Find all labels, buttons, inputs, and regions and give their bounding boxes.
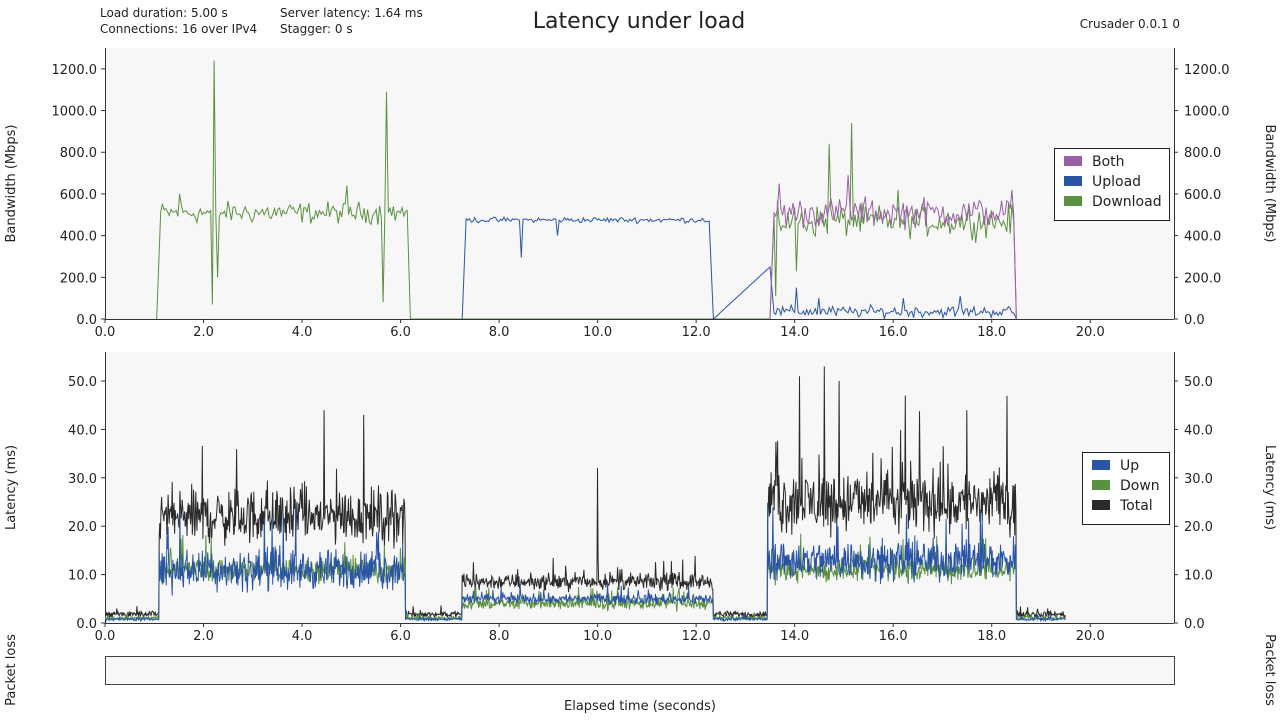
legend-swatch-upload	[1064, 176, 1082, 186]
latency-y-tick-label-left: 50.0	[68, 375, 97, 390]
app-version: Crusader 0.0.1 0	[1080, 17, 1180, 31]
latency-y-tick-label-left: 10.0	[68, 569, 97, 584]
bandwidth-x-tick-label: 6.0	[390, 325, 411, 340]
bandwidth-y-tick-label-right: 600.0	[1184, 188, 1221, 203]
latency-y-tick-label-left: 20.0	[68, 520, 97, 535]
latency-y-tick-label-left: 30.0	[68, 472, 97, 487]
bandwidth-x-tick-label: 14.0	[780, 325, 809, 340]
latency-legend: Up Down Total	[1082, 452, 1170, 525]
bandwidth-series-both	[769, 175, 1017, 319]
packet-loss-plot: Packet loss Packet loss	[4, 634, 1277, 706]
bandwidth-series-download	[156, 60, 1017, 319]
latency-y-tick-label-left: 40.0	[68, 423, 97, 438]
legend-label-total: Total	[1119, 498, 1153, 514]
legend-label-download: Download	[1092, 194, 1162, 210]
stagger: Stagger: 0 s	[280, 22, 353, 36]
latency-plot: 0.0 2.0 4.0 6.0 8.0 10.0 12.0 14.0 16.0 18.0 20.0 0…	[4, 352, 1277, 644]
latency-x-tick-label: 8.0	[489, 629, 510, 644]
bandwidth-x-tick-label: 4.0	[292, 325, 313, 340]
latency-series-total	[105, 366, 1066, 620]
legend-label-up: Up	[1120, 458, 1139, 474]
latency-x-tick-label: 0.0	[95, 629, 116, 644]
latency-y-tick-label-right: 0.0	[1184, 617, 1205, 632]
latency-y-axis-label-left: Latency (ms)	[4, 445, 19, 530]
bandwidth-x-tick-label: 8.0	[489, 325, 510, 340]
packet-loss-area	[105, 656, 1175, 685]
latency-y-tick-label-right: 50.0	[1184, 375, 1213, 390]
bandwidth-y-tick-label-left: 0.0	[76, 313, 97, 328]
bandwidth-plot-area	[105, 48, 1175, 320]
bandwidth-y-tick-label-left: 200.0	[60, 271, 97, 286]
latency-x-tick-label: 4.0	[292, 629, 313, 644]
legend-label-both: Both	[1092, 154, 1125, 170]
bandwidth-x-tick-label: 0.0	[95, 325, 116, 340]
bandwidth-y-axis-label-right: Bandwidth (Mbps)	[1262, 125, 1277, 243]
latency-y-tick-label-left: 0.0	[76, 617, 97, 632]
latency-x-tick-label: 10.0	[583, 629, 612, 644]
bandwidth-y-tick-label-right: 1200.0	[1184, 63, 1230, 78]
bandwidth-y-tick-label-right: 800.0	[1184, 146, 1221, 161]
x-axis-label: Elapsed time (seconds)	[564, 699, 716, 714]
latency-y-tick-label-right: 30.0	[1184, 472, 1213, 487]
bandwidth-y-tick-label-right: 400.0	[1184, 230, 1221, 245]
bandwidth-legend: Both Upload Download	[1054, 148, 1170, 221]
bandwidth-y-tick-label-left: 1200.0	[52, 63, 98, 78]
legend-swatch-total	[1092, 500, 1110, 510]
latency-x-tick-label: 14.0	[780, 629, 809, 644]
bandwidth-x-tick-label: 18.0	[977, 325, 1006, 340]
latency-x-tick-label: 20.0	[1076, 629, 1105, 644]
latency-y-tick-label-right: 40.0	[1184, 423, 1213, 438]
legend-swatch-down	[1092, 480, 1110, 490]
latency-x-tick-label: 6.0	[390, 629, 411, 644]
bandwidth-x-tick-label: 12.0	[682, 325, 711, 340]
bandwidth-x-tick-label: 16.0	[879, 325, 908, 340]
bandwidth-y-tick-label-right: 200.0	[1184, 271, 1221, 286]
bandwidth-y-tick-label-right: 0.0	[1184, 313, 1205, 328]
bandwidth-y-tick-label-left: 400.0	[60, 230, 97, 245]
bandwidth-y-tick-label-left: 1000.0	[52, 105, 98, 120]
latency-series-up	[105, 502, 1066, 623]
load-duration: Load duration: 5.00 s	[100, 6, 228, 20]
latency-y-tick-label-right: 10.0	[1184, 569, 1213, 584]
bandwidth-x-tick-label: 2.0	[193, 325, 214, 340]
chart-title: Latency under load	[533, 9, 745, 34]
packet-loss-label-left: Packet loss	[4, 634, 19, 706]
bandwidth-series-upload	[461, 215, 1017, 319]
connections: Connections: 16 over IPv4	[100, 22, 258, 36]
legend-swatch-download	[1064, 196, 1082, 206]
bandwidth-plot: 0.0 2.0 4.0 6.0 8.0 10.0 12.0 14.0 16.0 18.0 20.0 0…	[4, 48, 1277, 340]
bandwidth-x-tick-label: 20.0	[1076, 325, 1105, 340]
legend-swatch-up	[1092, 460, 1110, 470]
legend-swatch-both	[1064, 156, 1082, 166]
latency-y-axis-label-right: Latency (ms)	[1262, 445, 1277, 530]
latency-x-tick-label: 2.0	[193, 629, 214, 644]
latency-x-tick-label: 12.0	[682, 629, 711, 644]
bandwidth-x-tick-label: 10.0	[583, 325, 612, 340]
legend-label-upload: Upload	[1092, 174, 1141, 190]
bandwidth-y-tick-label-left: 600.0	[60, 188, 97, 203]
latency-x-tick-label: 18.0	[977, 629, 1006, 644]
legend-label-down: Down	[1120, 478, 1160, 494]
bandwidth-y-tick-label-right: 1000.0	[1184, 105, 1230, 120]
bandwidth-y-tick-label-left: 800.0	[60, 146, 97, 161]
packet-loss-label-right: Packet loss	[1262, 634, 1277, 706]
server-latency: Server latency: 1.64 ms	[280, 6, 423, 20]
bandwidth-y-axis-label-left: Bandwidth (Mbps)	[4, 125, 19, 243]
latency-y-tick-label-right: 20.0	[1184, 520, 1213, 535]
latency-x-tick-label: 16.0	[879, 629, 908, 644]
